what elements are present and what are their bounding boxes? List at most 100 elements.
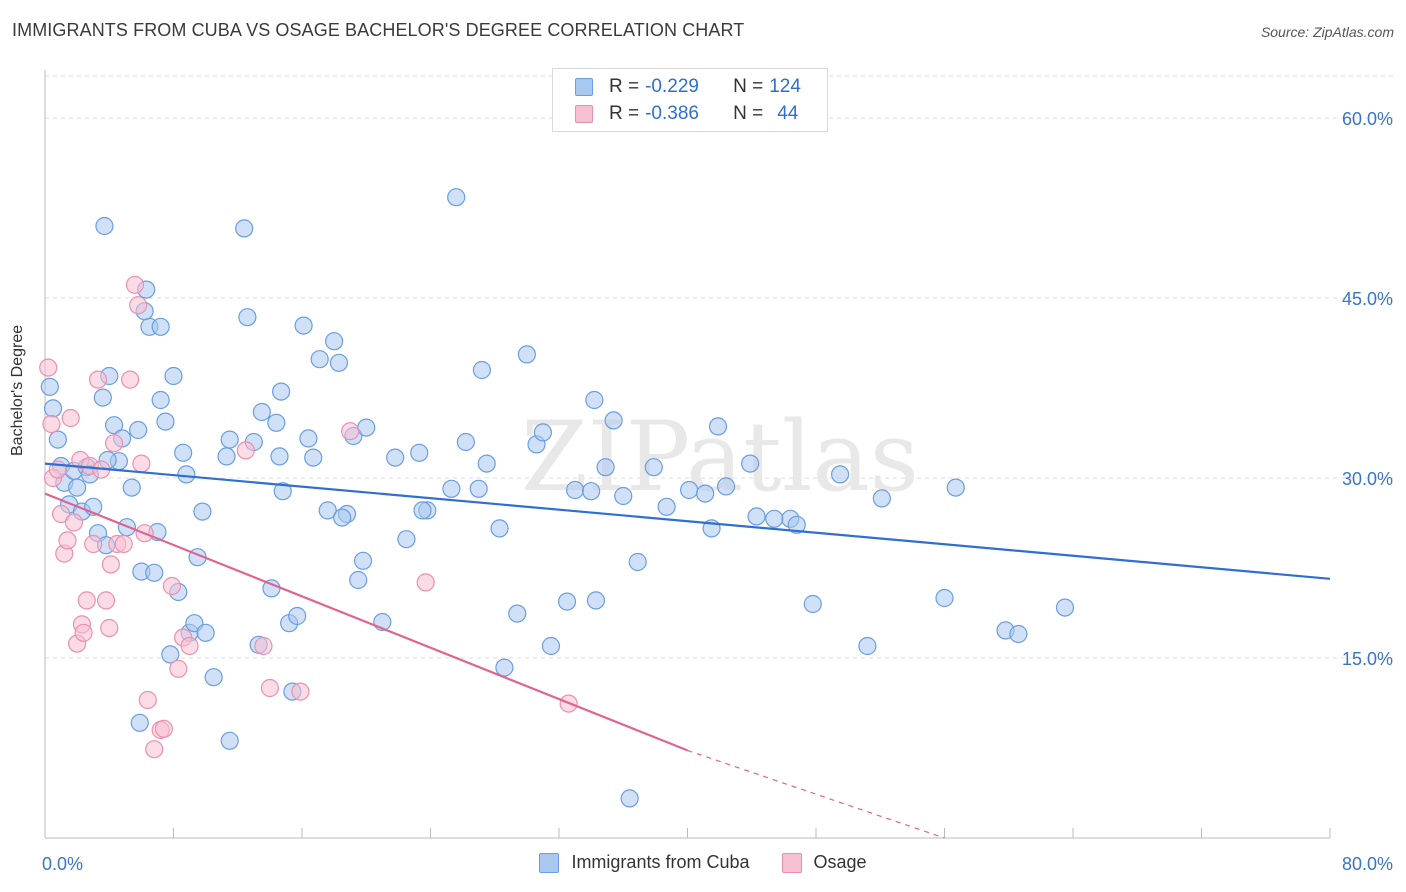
data-point (872, 489, 891, 508)
data-point (765, 509, 784, 528)
data-point (217, 447, 236, 466)
data-point (180, 636, 199, 656)
data-point (541, 636, 561, 656)
data-point (254, 636, 273, 656)
data-point (267, 413, 286, 432)
data-point (708, 417, 728, 436)
data-point (747, 507, 766, 526)
data-point (333, 508, 352, 527)
data-point (946, 478, 965, 497)
data-point (596, 458, 615, 477)
legend-item-cuba: Immigrants from Cuba (539, 852, 750, 873)
data-point (177, 465, 196, 484)
data-point (151, 390, 170, 410)
data-point (291, 682, 310, 701)
data-point (238, 308, 257, 327)
data-point (299, 429, 318, 448)
data-point (156, 412, 175, 431)
data-point (260, 678, 279, 698)
data-point (129, 296, 148, 315)
data-point (803, 594, 822, 614)
data-point (586, 591, 606, 610)
data-point (138, 690, 157, 710)
data-point (447, 188, 466, 207)
data-point (100, 618, 119, 638)
data-point (43, 399, 63, 418)
data-point (252, 402, 271, 422)
data-point (122, 478, 141, 497)
data-point (101, 555, 120, 574)
data-point (410, 443, 429, 462)
series-cuba-points (40, 188, 1075, 808)
data-point (96, 591, 116, 610)
data-point (104, 416, 124, 435)
data-point (508, 604, 527, 623)
data-point (161, 645, 180, 664)
legend-swatch-cuba (539, 852, 560, 873)
legend-item-osage: Osage (781, 852, 867, 873)
data-point (84, 534, 103, 554)
data-point (42, 414, 61, 434)
data-point (145, 563, 164, 582)
data-point (193, 502, 212, 521)
y-tick-label: 15.0% (1342, 649, 1393, 669)
legend-swatch-osage (781, 852, 802, 873)
data-point (614, 486, 633, 506)
legend-row-cuba: R = -0.229 N = 124 (575, 76, 801, 98)
data-point (357, 418, 376, 437)
data-point (93, 388, 112, 407)
data-point (235, 219, 254, 238)
data-point (40, 377, 59, 396)
data-point (77, 591, 96, 610)
data-point (196, 623, 215, 642)
data-point (294, 316, 313, 335)
data-point (1055, 598, 1075, 617)
data-point (220, 731, 239, 750)
data-point (657, 497, 676, 516)
chart-source: Source: ZipAtlas.com (1260, 24, 1394, 40)
data-point (582, 482, 601, 501)
data-point (787, 515, 806, 534)
data-point (151, 317, 170, 336)
series-legend: Immigrants from Cuba Osage (0, 852, 1406, 873)
legend-row-osage: R = -0.386 N = 44 (575, 103, 798, 125)
data-point (477, 454, 496, 473)
legend-swatch-cuba (575, 78, 593, 96)
x-tick-label-min: 0.0% (42, 854, 83, 874)
legend-n-label: N = (733, 76, 764, 97)
data-point (413, 501, 432, 520)
axes (44, 70, 1331, 839)
data-point (353, 551, 373, 570)
data-point (130, 713, 149, 732)
data-point (304, 448, 323, 467)
data-point (132, 454, 151, 473)
data-point (495, 658, 514, 677)
data-point (557, 592, 577, 611)
data-point (121, 370, 140, 389)
data-point (858, 636, 877, 656)
data-point (565, 480, 585, 500)
trend-line-cuba (44, 462, 1331, 580)
data-point (329, 353, 349, 372)
data-point (472, 360, 491, 380)
legend-n-label: N = (733, 103, 764, 124)
data-point (58, 531, 77, 550)
data-point (114, 534, 133, 554)
data-point (620, 789, 639, 808)
data-point (517, 345, 536, 364)
data-point (272, 382, 291, 401)
correlation-legend: R = -0.229 N = 124 R = -0.386 N = 44 (552, 68, 828, 132)
data-point (604, 411, 623, 430)
data-point (680, 480, 699, 500)
legend-r-label: R = (609, 103, 640, 124)
data-point (68, 478, 87, 497)
trend-line-osage-extension (687, 749, 945, 839)
legend-r-value: -0.386 (645, 103, 699, 124)
legend-r-value: -0.229 (645, 76, 699, 97)
data-point (386, 448, 405, 467)
data-point (628, 552, 647, 572)
legend-n-value: 44 (777, 103, 799, 124)
data-point (204, 668, 223, 687)
data-point (349, 570, 368, 590)
